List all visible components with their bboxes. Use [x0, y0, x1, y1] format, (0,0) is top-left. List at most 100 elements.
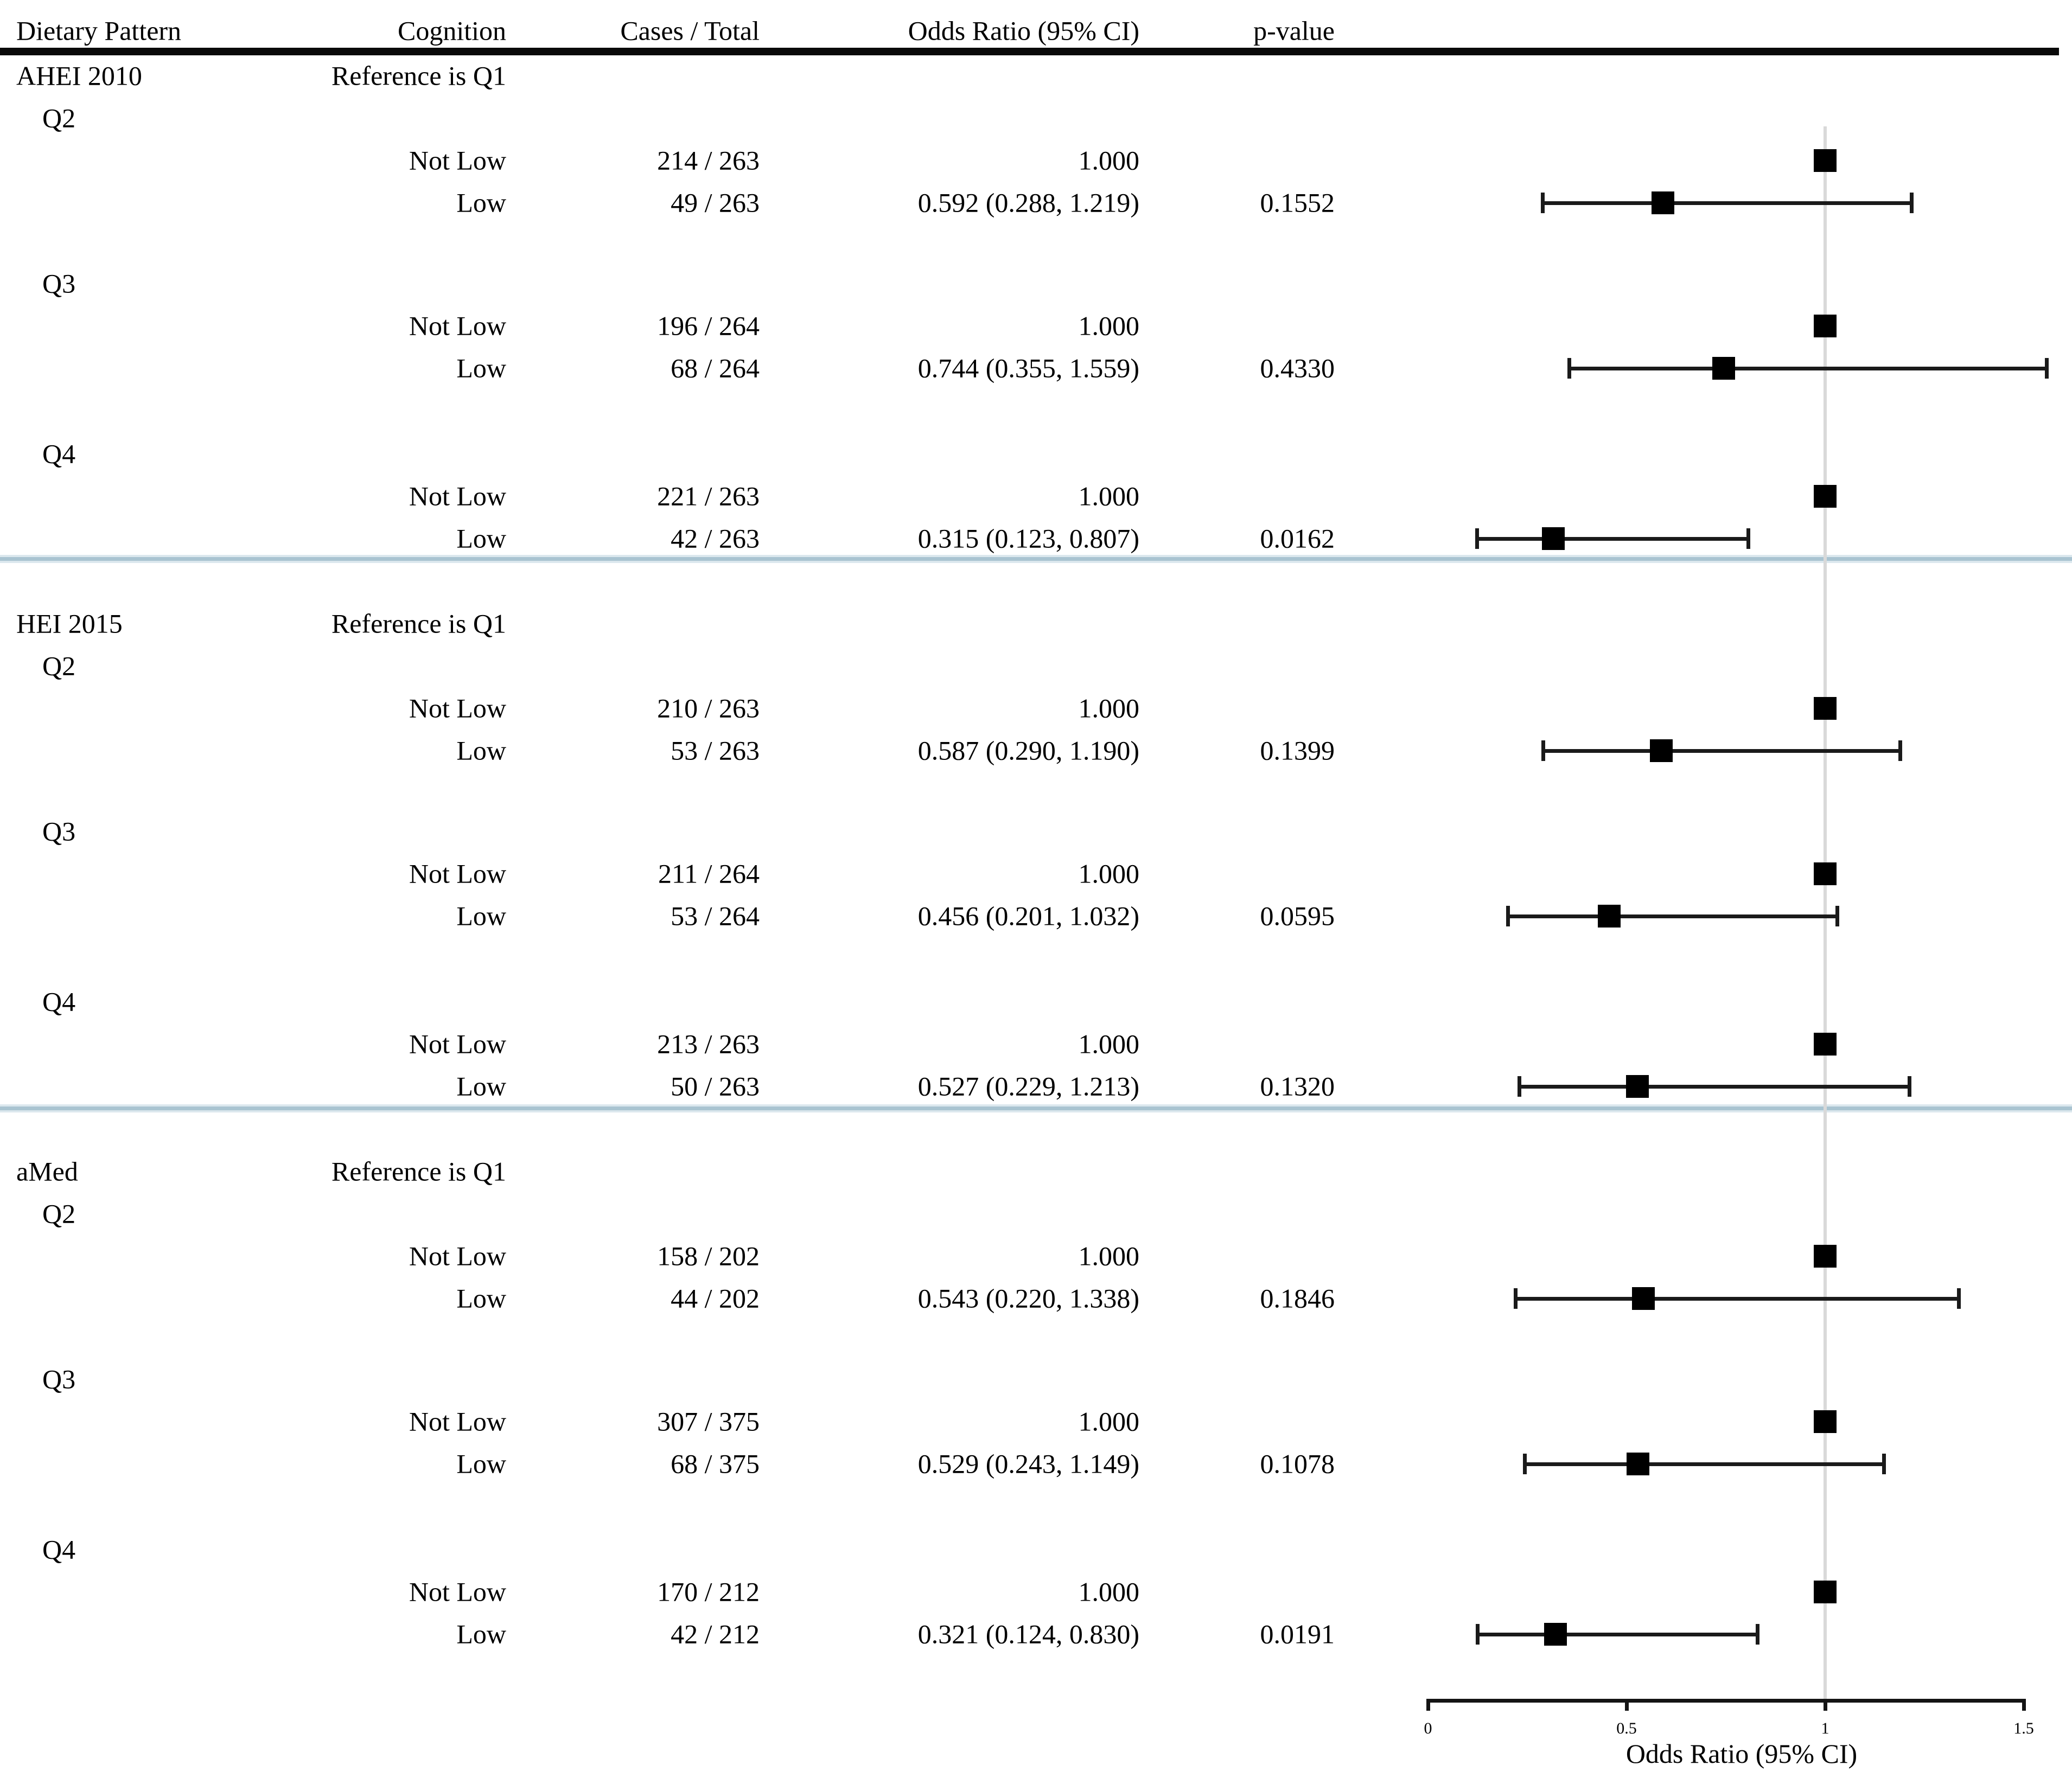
ci-cap-right — [1957, 1288, 1961, 1309]
ci-line — [1524, 1462, 1885, 1466]
quartile-label: Q3 — [42, 268, 76, 299]
or-marker — [1814, 485, 1837, 508]
cases-cell: 307 / 375 — [657, 1406, 760, 1437]
cognition-cell: Low — [456, 1619, 506, 1649]
or-marker — [1814, 1581, 1837, 1603]
or-marker — [1814, 1033, 1837, 1056]
cognition-cell: Not Low — [409, 1240, 506, 1271]
column-header-p-value: p-value — [1253, 15, 1335, 46]
or-marker — [1544, 1623, 1567, 1646]
ci-cap-left — [1540, 193, 1545, 213]
ci-line — [1543, 749, 1901, 753]
ci-cap-left — [1522, 1454, 1527, 1474]
ci-cap-right — [2045, 358, 2049, 379]
axis-tick — [1824, 1699, 1827, 1711]
ci-line — [1519, 1085, 1910, 1089]
column-header-odds-ratio: Odds Ratio (95% CI) — [908, 15, 1139, 46]
cases-cell: 68 / 375 — [671, 1448, 760, 1479]
or-cell: 0.587 (0.290, 1.190) — [917, 735, 1139, 766]
ci-cap-left — [1514, 1288, 1518, 1309]
cases-cell: 50 / 263 — [671, 1071, 760, 1102]
or-cell: 1.000 — [1078, 481, 1140, 511]
ci-line — [1542, 201, 1912, 205]
or-cell: 1.000 — [1078, 1240, 1140, 1271]
quartile-label: Q4 — [42, 438, 76, 469]
or-cell: 0.592 (0.288, 1.219) — [917, 187, 1139, 218]
column-header-cognition: Cognition — [397, 15, 506, 46]
or-marker — [1652, 191, 1675, 214]
or-cell: 0.315 (0.123, 0.807) — [917, 523, 1139, 554]
axis-line — [1426, 1699, 2026, 1703]
ci-line — [1477, 537, 1749, 541]
axis-tick-label: 1 — [1821, 1719, 1829, 1737]
or-marker — [1541, 527, 1565, 550]
axis-tick-label: 0.5 — [1616, 1719, 1637, 1737]
pvalue-cell: 0.1399 — [1260, 735, 1335, 766]
or-marker — [1814, 862, 1837, 885]
reference-note: Reference is Q1 — [331, 60, 506, 91]
ci-cap-left — [1517, 1076, 1521, 1097]
cases-cell: 53 / 264 — [671, 900, 760, 931]
ci-cap-right — [1898, 740, 1903, 761]
or-cell: 1.000 — [1078, 858, 1140, 889]
cognition-cell: Low — [456, 735, 506, 766]
or-marker — [1597, 905, 1621, 928]
cognition-cell: Not Low — [409, 858, 506, 889]
cases-cell: 44 / 202 — [671, 1283, 760, 1314]
section-label: aMed — [16, 1156, 78, 1187]
reference-line — [1824, 126, 1827, 1699]
or-cell: 1.000 — [1078, 1406, 1140, 1437]
ci-line — [1508, 914, 1838, 918]
ci-cap-left — [1475, 528, 1480, 549]
or-marker — [1814, 315, 1837, 337]
ci-cap-left — [1567, 358, 1571, 379]
quartile-label: Q3 — [42, 1364, 76, 1395]
cases-cell: 214 / 263 — [657, 145, 760, 176]
column-header-dietary-pattern: Dietary Pattern — [16, 15, 182, 46]
cognition-cell: Not Low — [409, 693, 506, 724]
or-marker — [1632, 1287, 1655, 1310]
cognition-cell: Not Low — [409, 481, 506, 511]
quartile-label: Q4 — [42, 1534, 76, 1565]
pvalue-cell: 0.1846 — [1260, 1283, 1335, 1314]
cognition-cell: Not Low — [409, 1406, 506, 1437]
quartile-label: Q3 — [42, 816, 76, 847]
ci-cap-right — [1907, 1076, 1911, 1097]
or-cell: 1.000 — [1078, 310, 1140, 341]
column-header-cases-total: Cases / Total — [620, 15, 760, 46]
cases-cell: 221 / 263 — [657, 481, 760, 511]
ci-line — [1477, 1633, 1758, 1636]
or-cell: 1.000 — [1078, 1028, 1140, 1059]
quartile-label: Q4 — [42, 986, 76, 1017]
cases-cell: 53 / 263 — [671, 735, 760, 766]
or-cell: 1.000 — [1078, 1576, 1140, 1607]
cognition-cell: Low — [456, 187, 506, 218]
section-divider — [0, 1107, 2072, 1110]
cases-cell: 170 / 212 — [657, 1576, 760, 1607]
section-label: HEI 2015 — [16, 608, 123, 639]
ci-cap-left — [1506, 906, 1510, 926]
or-marker — [1625, 1075, 1649, 1098]
pvalue-cell: 0.1320 — [1260, 1071, 1335, 1102]
reference-note: Reference is Q1 — [331, 1156, 506, 1187]
section-divider — [0, 557, 2072, 561]
or-marker — [1814, 1410, 1837, 1433]
cognition-cell: Low — [456, 1448, 506, 1479]
cases-cell: 49 / 263 — [671, 187, 760, 218]
cases-cell: 211 / 264 — [658, 858, 760, 889]
cases-cell: 196 / 264 — [657, 310, 760, 341]
ci-cap-right — [1910, 193, 1914, 213]
ci-cap-right — [1835, 906, 1840, 926]
cognition-cell: Not Low — [409, 1576, 506, 1607]
axis-tick-label: 0 — [1424, 1719, 1432, 1737]
pvalue-cell: 0.0191 — [1260, 1619, 1335, 1649]
ci-line — [1515, 1297, 1960, 1301]
pvalue-cell: 0.4330 — [1260, 353, 1335, 383]
pvalue-cell: 0.0162 — [1260, 523, 1335, 554]
or-cell: 0.456 (0.201, 1.032) — [917, 900, 1139, 931]
axis-title: Odds Ratio (95% CI) — [1625, 1738, 1858, 1769]
or-marker — [1814, 697, 1837, 720]
cognition-cell: Low — [456, 1071, 506, 1102]
axis-tick — [1625, 1699, 1629, 1711]
